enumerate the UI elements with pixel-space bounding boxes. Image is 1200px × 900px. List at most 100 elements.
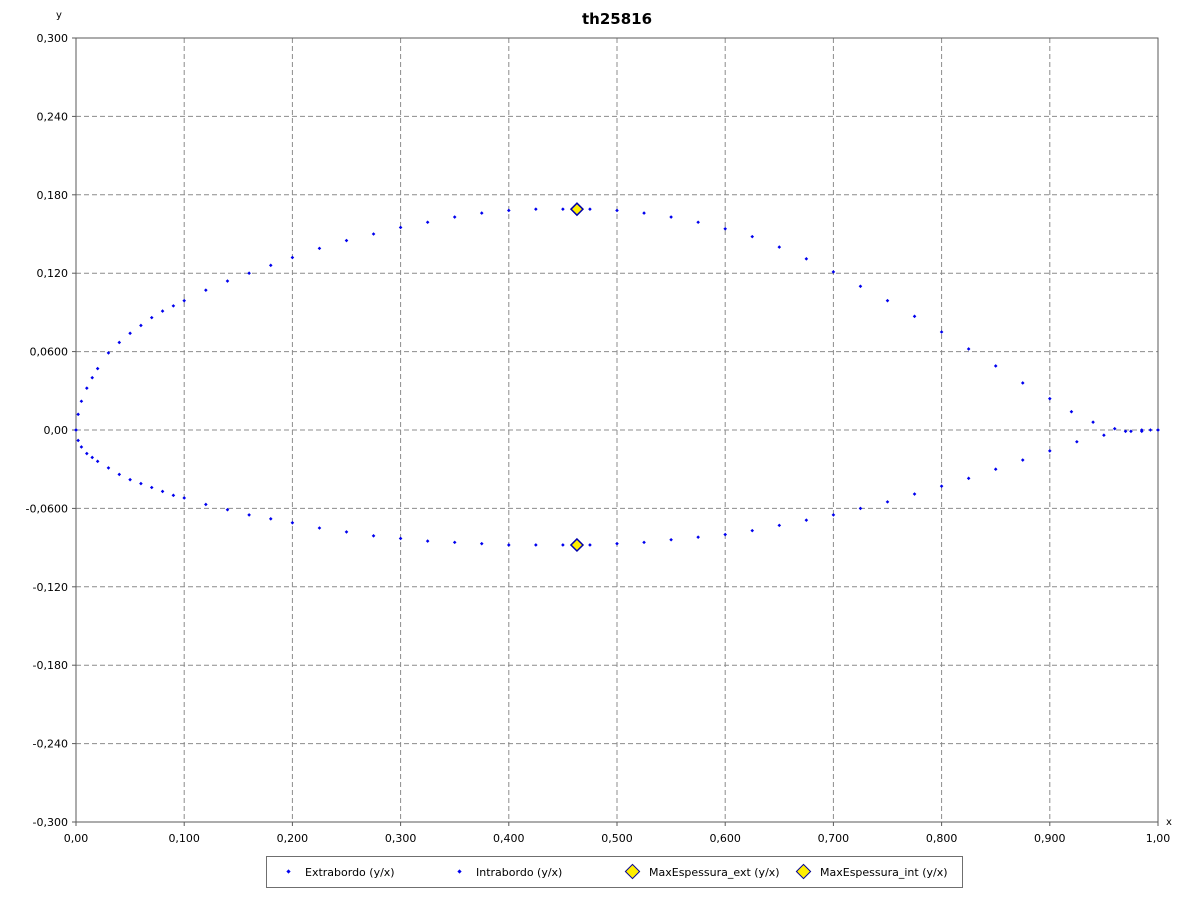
intrabordo-point bbox=[723, 532, 727, 537]
max-thickness-marker bbox=[569, 202, 585, 217]
legend-item-maxespessura-ext: MaxEspessura_ext (y/x) bbox=[623, 857, 780, 887]
intrabordo-point bbox=[149, 485, 154, 490]
x-tick-label: 0,600 bbox=[709, 832, 741, 845]
small-diamond-marker bbox=[450, 865, 470, 879]
extrabordo-point bbox=[561, 207, 565, 211]
extrabordo-point bbox=[696, 220, 700, 225]
extrabordo-point bbox=[128, 331, 132, 336]
extrabordo-point bbox=[247, 271, 251, 275]
extrabordo-point bbox=[1048, 396, 1052, 401]
intrabordo-point bbox=[912, 492, 917, 496]
intrabordo-point bbox=[966, 476, 971, 481]
intrabordo-point bbox=[452, 540, 457, 545]
intrabordo-point bbox=[507, 543, 511, 547]
extrabordo-point bbox=[615, 208, 619, 213]
extrabordo-point bbox=[290, 255, 295, 260]
intrabordo-point bbox=[317, 526, 322, 530]
intrabordo-point bbox=[106, 466, 111, 470]
extrabordo-point bbox=[912, 314, 917, 319]
x-axis: 0,00 0,100 0,200 0,300 0,400 0,500 0,600 0,700 0… bbox=[64, 822, 1170, 845]
extrabordo-point bbox=[858, 284, 863, 289]
intrabordo-point bbox=[1020, 458, 1025, 462]
diamond-marker bbox=[794, 863, 814, 880]
extrabordo-point bbox=[1069, 409, 1074, 414]
extrabordo-point bbox=[182, 298, 186, 303]
small-diamond-marker bbox=[279, 865, 299, 879]
extrabordo-point bbox=[804, 257, 809, 261]
intrabordo-point bbox=[204, 502, 208, 507]
max-thickness-marker bbox=[569, 537, 585, 553]
extrabordo-point bbox=[117, 340, 122, 345]
intrabordo-point bbox=[1139, 428, 1144, 432]
x-axis-label: x bbox=[1166, 817, 1172, 828]
intrabordo-point bbox=[247, 513, 251, 517]
extrabordo-point bbox=[1091, 420, 1095, 424]
extrabordo-point bbox=[106, 351, 111, 355]
intrabordo-point bbox=[79, 445, 84, 449]
extrabordo-point bbox=[1020, 381, 1025, 385]
extrabordo-point bbox=[507, 208, 511, 213]
intrabordo-point bbox=[669, 537, 673, 542]
x-tick-label: 0,700 bbox=[818, 832, 850, 845]
y-tick-label: 0,180 bbox=[37, 189, 69, 202]
intrabordo-point bbox=[885, 500, 890, 504]
chart-plot: -0,300 -0,240 -0,180 -0,120 -0,0600 0,00 0,060… bbox=[26, 10, 1172, 845]
extrabordo-point bbox=[317, 246, 322, 251]
y-tick-label: -0,240 bbox=[33, 738, 68, 751]
extrabordo-point bbox=[993, 364, 998, 368]
x-tick-label: 0,400 bbox=[493, 832, 525, 845]
y-axis: -0,300 -0,240 -0,180 -0,120 -0,0600 0,00 0,060… bbox=[26, 32, 76, 829]
intrabordo-point bbox=[777, 523, 782, 528]
extrabordo-point bbox=[79, 399, 84, 404]
intrabordo-point bbox=[1123, 429, 1128, 434]
y-tick-label: -0,120 bbox=[33, 581, 68, 594]
extrabordo-point bbox=[588, 207, 592, 211]
extrabordo-point bbox=[425, 220, 430, 225]
intrabordo-point bbox=[182, 496, 186, 500]
intrabordo-point bbox=[642, 540, 646, 545]
y-tick-label: 0,300 bbox=[37, 32, 69, 45]
intrabordo-point bbox=[371, 534, 376, 538]
legend-label: MaxEspessura_ext (y/x) bbox=[649, 865, 780, 879]
intrabordo-point bbox=[171, 493, 176, 498]
extrabordo-point bbox=[344, 238, 349, 243]
y-axis-label: y bbox=[56, 10, 62, 21]
intrabordo-point bbox=[398, 536, 403, 541]
x-tick-label: 0,00 bbox=[64, 832, 89, 845]
extrabordo-point bbox=[939, 330, 944, 334]
extrabordo-point bbox=[160, 309, 165, 313]
legend-item-maxespessura-int: MaxEspessura_int (y/x) bbox=[794, 857, 948, 887]
x-tick-label: 0,200 bbox=[277, 832, 309, 845]
intrabordo-point bbox=[696, 535, 700, 539]
intrabordo-point bbox=[85, 451, 89, 456]
intrabordo-point bbox=[750, 528, 755, 533]
intrabordo-point bbox=[1075, 439, 1079, 444]
intrabordo-point bbox=[117, 472, 122, 477]
intrabordo-point bbox=[128, 477, 132, 482]
chart-title: th25816 bbox=[581, 10, 653, 28]
extrabordo-point bbox=[750, 234, 755, 239]
extrabordo-point bbox=[76, 412, 80, 417]
y-tick-label: 0,240 bbox=[37, 110, 69, 123]
extrabordo-point bbox=[534, 207, 538, 211]
extrabordo-point bbox=[452, 215, 457, 219]
intrabordo-point bbox=[76, 438, 80, 443]
intrabordo-point bbox=[1156, 428, 1160, 432]
extrabordo-point bbox=[1148, 428, 1153, 432]
extrabordo-point bbox=[777, 245, 782, 249]
intrabordo-point bbox=[1102, 433, 1106, 438]
intrabordo-point bbox=[804, 518, 809, 522]
y-tick-label: -0,300 bbox=[33, 816, 68, 829]
intrabordo-point bbox=[1048, 449, 1052, 453]
intrabordo-point bbox=[139, 481, 143, 486]
intrabordo-point bbox=[831, 513, 836, 517]
grid-lines bbox=[76, 38, 1158, 822]
intrabordo-point bbox=[534, 543, 538, 547]
intrabordo-point bbox=[858, 506, 863, 511]
diamond-marker bbox=[623, 863, 643, 880]
legend: Extrabordo (y/x) Intrabordo (y/x) MaxEsp… bbox=[266, 856, 963, 888]
extrabordo-point bbox=[371, 232, 376, 236]
extrabordo-point bbox=[1112, 426, 1117, 431]
intrabordo-point bbox=[344, 530, 349, 534]
extrabordo-point bbox=[398, 225, 403, 230]
